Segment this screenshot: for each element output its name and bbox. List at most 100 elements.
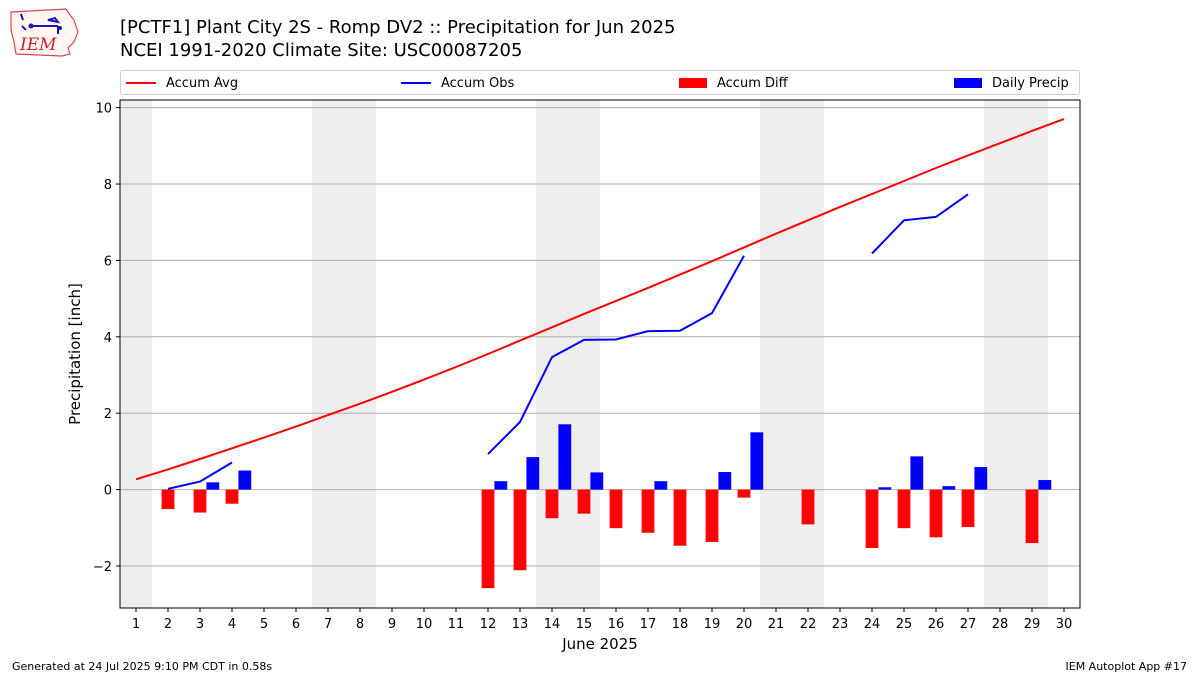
accum-diff-bar (161, 489, 175, 510)
y-axis: −2 0 2 4 6 8 10 (93, 102, 120, 575)
legend-label-accum-diff: Accum Diff (717, 75, 788, 91)
accum-diff-bar (193, 489, 207, 513)
legend-swatch-daily-precip (954, 78, 982, 88)
x-tick-label: 27 (960, 617, 977, 632)
bar-series (161, 424, 1052, 589)
daily-precip-bar (654, 481, 668, 490)
daily-precip-bar (238, 470, 252, 490)
daily-precip-bar (590, 472, 604, 490)
x-tick-label: 2 (164, 617, 172, 632)
y-tick-label: 10 (95, 102, 112, 117)
daily-precip-bar (1038, 480, 1052, 490)
chart-subtitle: NCEI 1991-2020 Climate Site: USC00087205 (120, 40, 523, 61)
x-tick-label: 26 (928, 617, 945, 632)
daily-precip-bar (910, 456, 924, 490)
x-tick-label: 16 (608, 617, 625, 632)
x-tick-label: 12 (480, 617, 497, 632)
x-tick-label: 4 (228, 617, 236, 632)
horizontal-gridlines (120, 107, 1080, 567)
accum-diff-bar (705, 489, 719, 542)
x-tick-label: 3 (196, 617, 204, 632)
daily-precip-bar (942, 486, 956, 490)
daily-precip-bar (718, 472, 732, 490)
daily-precip-bar (494, 481, 508, 490)
x-tick-label: 20 (736, 617, 753, 632)
accum-diff-bar (641, 489, 655, 533)
accum-diff-bar (577, 489, 591, 514)
accum-obs-line (871, 193, 969, 255)
weekend-band (984, 100, 1016, 608)
accum-diff-bar (673, 489, 687, 546)
x-tick-label: 7 (324, 617, 332, 632)
y-axis-label: Precipitation [inch] (66, 283, 84, 425)
weekend-band (792, 100, 824, 608)
accum-obs-line (167, 461, 233, 490)
accum-diff-bar (897, 489, 911, 529)
logo-text: IEM (19, 35, 57, 55)
daily-precip-bar (206, 482, 220, 490)
weekend-band (536, 100, 568, 608)
legend-label-accum-obs: Accum Obs (441, 75, 515, 91)
x-tick-label: 24 (864, 617, 881, 632)
y-tick-label: −2 (93, 560, 112, 575)
x-tick-label: 11 (448, 617, 465, 632)
legend-label-accum-avg: Accum Avg (166, 75, 239, 91)
x-tick-label: 8 (356, 617, 364, 632)
x-tick-label: 19 (704, 617, 721, 632)
legend-swatch-accum-diff (679, 78, 707, 88)
x-axis-label: June 2025 (561, 635, 638, 653)
accum-diff-bar (737, 489, 751, 498)
legend-item-accum-avg: Accum Avg (126, 74, 238, 92)
x-axis: 1 2 3 4 5 6 7 8 9 10 11 12 13 14 15 16 17 18 19 20 21 22 23 24 2… (132, 608, 1072, 632)
autoplot-app-id: IEM Autoplot App #17 (1065, 660, 1188, 673)
legend-item-accum-obs: Accum Obs (401, 74, 514, 92)
y-tick-label: 8 (104, 178, 112, 193)
accum-diff-bar (481, 489, 495, 589)
daily-precip-bar (526, 457, 540, 490)
daily-precip-bar (558, 424, 572, 490)
accum-diff-bar (929, 489, 943, 538)
y-tick-label: 6 (104, 254, 112, 269)
iem-logo: IEM (8, 6, 80, 62)
plot-frame (119, 99, 1081, 609)
legend-item-daily-precip: Daily Precip (954, 74, 1069, 92)
legend-label-daily-precip: Daily Precip (992, 75, 1069, 91)
y-tick-label: 0 (104, 484, 112, 499)
weekend-band (312, 100, 344, 608)
accum-obs-line (487, 255, 745, 455)
y-tick-label: 2 (104, 407, 112, 422)
y-tick-label: 4 (104, 331, 112, 346)
x-tick-label: 5 (260, 617, 268, 632)
chart-title: [PCTF1] Plant City 2S - Romp DV2 :: Prec… (120, 17, 676, 38)
x-tick-label: 29 (1024, 617, 1041, 632)
x-tick-label: 23 (832, 617, 849, 632)
x-tick-label: 14 (544, 617, 561, 632)
accum-diff-bar (801, 489, 815, 525)
weekend-bands (120, 100, 1048, 608)
iowa-state-outline-logo-icon: IEM (10, 8, 79, 57)
x-tick-label: 13 (512, 617, 529, 632)
daily-precip-bar (750, 432, 764, 490)
chart-legend: Accum Avg Accum Obs Accum Diff Daily Pre… (120, 70, 1080, 95)
x-tick-label: 9 (388, 617, 396, 632)
legend-swatch-accum-obs (401, 82, 431, 84)
accum-avg-line (135, 118, 1065, 481)
x-tick-label: 25 (896, 617, 913, 632)
weekend-band (344, 100, 376, 608)
daily-precip-bar (878, 487, 892, 490)
accum-diff-bar (1025, 489, 1039, 544)
accum-diff-bar (865, 489, 879, 549)
x-tick-label: 22 (800, 617, 817, 632)
accum-diff-bar (961, 489, 975, 528)
legend-item-accum-diff: Accum Diff (679, 74, 788, 92)
daily-precip-bar (974, 467, 988, 490)
accum-diff-bar (545, 489, 559, 519)
x-tick-label: 18 (672, 617, 689, 632)
line-series (135, 118, 1065, 490)
accum-diff-bar (225, 489, 239, 504)
x-tick-label: 15 (576, 617, 593, 632)
x-tick-label: 28 (992, 617, 1009, 632)
x-tick-label: 30 (1056, 617, 1073, 632)
generated-timestamp: Generated at 24 Jul 2025 9:10 PM CDT in … (12, 660, 273, 673)
